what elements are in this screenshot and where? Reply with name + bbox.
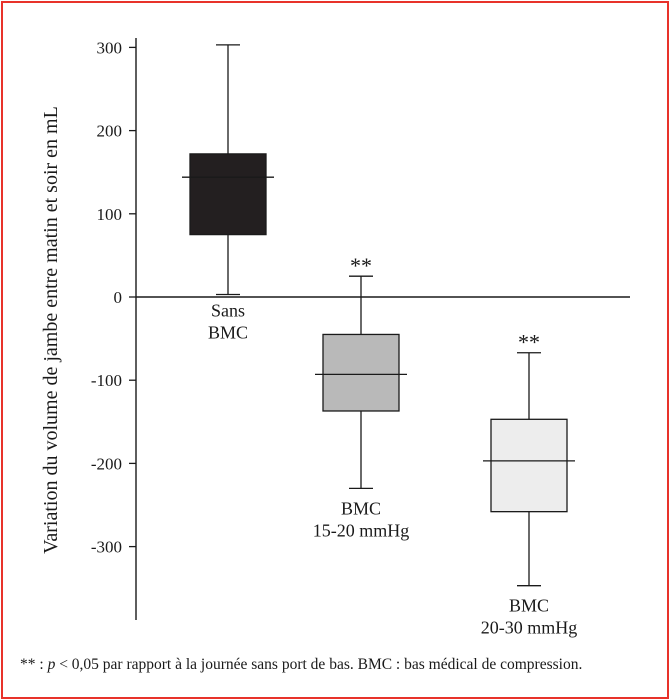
y-tick-label: 300: [97, 38, 123, 57]
footnote-p: p: [47, 656, 56, 673]
category-label: BMC: [341, 498, 381, 518]
box-rect: [322, 333, 400, 412]
y-tick-label: 0: [114, 288, 123, 307]
footnote-stars: ** :: [20, 656, 48, 673]
footnote: ** : p < 0,05 par rapport à la journée s…: [20, 656, 660, 674]
category-label: Sans: [211, 301, 245, 321]
box-rect: [490, 418, 568, 513]
category-label: BMC: [208, 323, 248, 343]
y-axis: 300 200 100 0 -100 -200 -300: [91, 38, 630, 620]
category-label: BMC: [509, 596, 549, 616]
box-rect: [189, 153, 267, 236]
y-tick-label: -200: [91, 454, 122, 473]
footnote-text: < 0,05 par rapport à la journée sans por…: [55, 656, 583, 673]
significance-marker: **: [350, 253, 372, 278]
y-tick-label: 200: [97, 122, 123, 141]
category-label: 15-20 mmHg: [313, 520, 410, 540]
significance-marker: **: [518, 330, 540, 355]
category-label: 20-30 mmHg: [481, 618, 578, 638]
y-axis-label: Variation du volume de jambe entre matin…: [40, 106, 62, 554]
y-tick-label: -100: [91, 371, 122, 390]
y-tick-label: -300: [91, 538, 122, 557]
y-tick-label: 100: [97, 205, 123, 224]
